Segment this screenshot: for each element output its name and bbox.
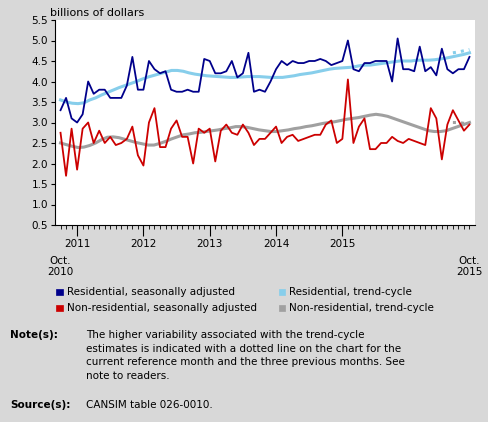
- Text: Residential, trend-cycle: Residential, trend-cycle: [288, 287, 411, 297]
- Text: Residential, seasonally adjusted: Residential, seasonally adjusted: [66, 287, 234, 297]
- Text: The higher variability associated with the trend-cycle: The higher variability associated with t…: [85, 330, 364, 340]
- Text: Source(s):: Source(s):: [10, 400, 70, 410]
- Text: billions of dollars: billions of dollars: [50, 8, 144, 18]
- Text: estimates is indicated with a dotted line on the chart for the: estimates is indicated with a dotted lin…: [85, 344, 400, 354]
- Text: CANSIM table 026-0010.: CANSIM table 026-0010.: [85, 400, 212, 410]
- Text: current reference month and the three previous months. See: current reference month and the three pr…: [85, 357, 404, 367]
- Text: note to readers.: note to readers.: [85, 371, 169, 381]
- Text: Note(s):: Note(s):: [10, 330, 58, 340]
- Text: Non-residential, seasonally adjusted: Non-residential, seasonally adjusted: [66, 303, 256, 313]
- Text: Oct.
2015: Oct. 2015: [455, 256, 482, 277]
- Text: Oct.
2010: Oct. 2010: [47, 256, 74, 277]
- Text: Non-residential, trend-cycle: Non-residential, trend-cycle: [288, 303, 433, 313]
